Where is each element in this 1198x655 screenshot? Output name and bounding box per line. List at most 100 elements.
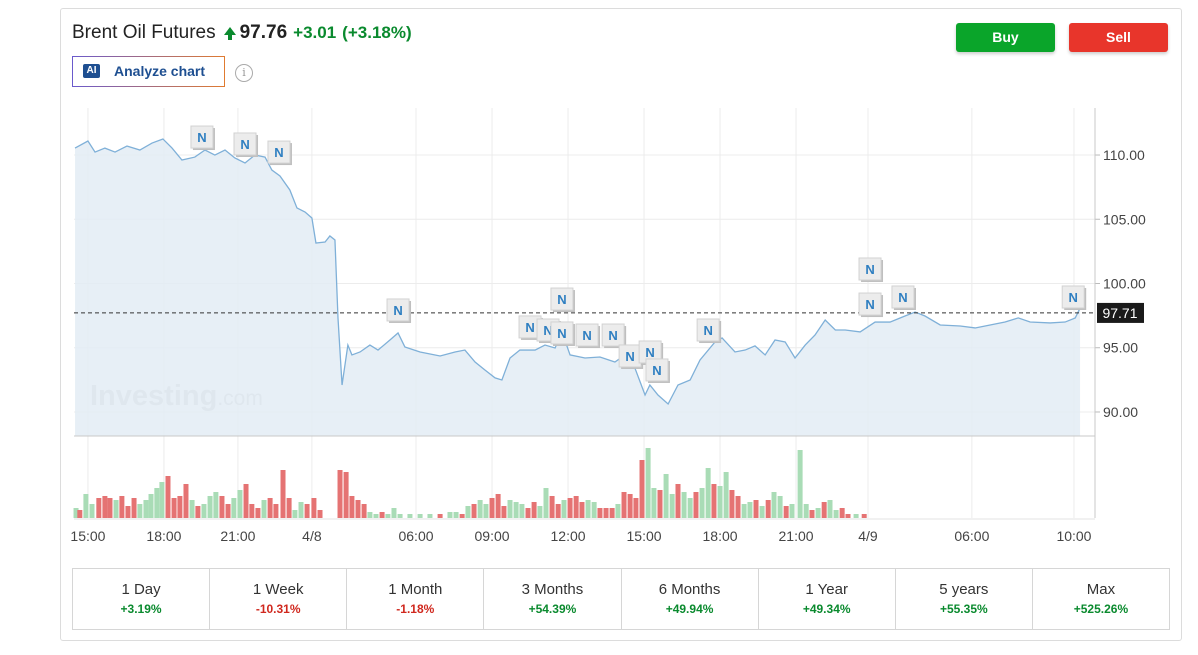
up-arrow [223, 27, 236, 40]
sell-button[interactable]: Sell [1069, 23, 1168, 52]
volume-bar [311, 498, 317, 518]
volume-bar [483, 504, 489, 518]
volume-bar [298, 502, 304, 518]
period-change: +49.94% [665, 602, 714, 616]
volume-bar [225, 504, 231, 518]
news-marker [190, 125, 214, 149]
x-tick-label: 4/8 [302, 528, 322, 544]
volume-bar [681, 492, 687, 518]
volume-bar [107, 498, 113, 518]
news-marker [550, 321, 574, 345]
x-tick-label: 12:00 [551, 528, 586, 544]
period-cell[interactable]: 1 Week -10.31% [210, 569, 348, 629]
news-marker [575, 323, 599, 347]
y-tick-label: 95.00 [1103, 340, 1138, 356]
volume-bar [189, 500, 195, 518]
volume-bar [573, 496, 579, 518]
news-label: N [393, 303, 402, 318]
volume-bar [489, 498, 495, 518]
period-cell[interactable]: 5 years +55.35% [896, 569, 1033, 629]
price-line [74, 138, 1081, 406]
volume-bar [853, 514, 859, 518]
volume-bar [651, 488, 657, 518]
volume-bar [585, 500, 591, 518]
last-price-label: 97.71 [1102, 305, 1137, 321]
news-marker [386, 298, 410, 322]
volume-bar [803, 504, 809, 518]
news-label: N [898, 290, 907, 305]
ai-badge: AI [83, 64, 100, 78]
info-icon[interactable]: i [235, 64, 253, 82]
volume-bar [83, 494, 89, 518]
news-label: N [703, 323, 712, 338]
period-label: 1 Week [252, 581, 304, 598]
period-cell[interactable]: 1 Month -1.18% [347, 569, 485, 629]
volume-bar [549, 496, 555, 518]
x-tick-label: 06:00 [398, 528, 433, 544]
volume-bar [579, 502, 585, 518]
volume-bar [397, 514, 403, 518]
x-tick-label: 06:00 [954, 528, 989, 544]
period-change: +55.35% [939, 602, 988, 616]
volume-bar [699, 488, 705, 518]
volume-bar [567, 498, 573, 518]
buy-button[interactable]: Buy [956, 23, 1055, 52]
volume-bar [137, 504, 143, 518]
volume-bar [131, 498, 137, 518]
volume-bar [471, 504, 477, 518]
volume-bar [507, 500, 513, 518]
volume-bar [249, 504, 255, 518]
volume-bar [501, 506, 507, 518]
news-label: N [557, 326, 566, 341]
period-cell[interactable]: 3 Months +54.39% [484, 569, 622, 629]
volume-bar [669, 494, 675, 518]
volume-bar [255, 508, 261, 518]
volume-bar [343, 472, 349, 518]
volume-bar [171, 498, 177, 518]
analyze-button[interactable]: AI Analyze chart [72, 56, 225, 87]
period-cell[interactable]: 6 Months +49.94% [622, 569, 759, 629]
news-label: N [582, 328, 591, 343]
volume-bar [437, 514, 443, 518]
period-cell[interactable]: 1 Year +49.34% [759, 569, 896, 629]
volume-bar [231, 498, 237, 518]
volume-bar [717, 486, 723, 518]
analyze-label: Analyze chart [114, 63, 206, 79]
volume-bar [349, 496, 355, 518]
period-label: 6 Months [658, 581, 721, 598]
volume-bar [809, 510, 815, 518]
volume-bar [603, 508, 609, 518]
volume-bar [531, 502, 537, 518]
volume-bar [243, 484, 249, 518]
volume-bar [337, 470, 343, 518]
volume-bar [741, 504, 747, 518]
volume-bar [693, 492, 699, 518]
volume-bar [861, 514, 867, 518]
volume-bar [519, 504, 525, 518]
volume-bar [821, 502, 827, 518]
volume-bar [477, 500, 483, 518]
period-change: -1.18% [396, 602, 435, 616]
x-tick-label: 09:00 [475, 528, 510, 544]
volume-bar [447, 512, 453, 518]
volume-bar [379, 512, 385, 518]
volume-bar [675, 484, 681, 518]
volume-bar [280, 470, 286, 518]
volume-bar [839, 508, 845, 518]
volume-bar [267, 498, 273, 518]
volume-bar [783, 506, 789, 518]
volume-bar [77, 510, 83, 518]
volume-bar [723, 472, 729, 518]
volume-bar [143, 500, 149, 518]
x-tick-label: 15:00 [70, 528, 105, 544]
change: +3.01 [293, 23, 337, 42]
news-label: N [557, 292, 566, 307]
period-label: 5 years [939, 581, 989, 598]
period-cell[interactable]: Max +525.26% [1033, 569, 1169, 629]
volume-bar [525, 508, 531, 518]
period-cell[interactable]: 1 Day +3.19% [73, 569, 211, 629]
volume-bar [555, 504, 561, 518]
period-change: +525.26% [1073, 602, 1129, 616]
widget-card [60, 8, 1182, 641]
chart: 15:00 18:00 21:00 4/8 06:00 09:00 12:00 15:00 18… [70, 108, 1146, 544]
